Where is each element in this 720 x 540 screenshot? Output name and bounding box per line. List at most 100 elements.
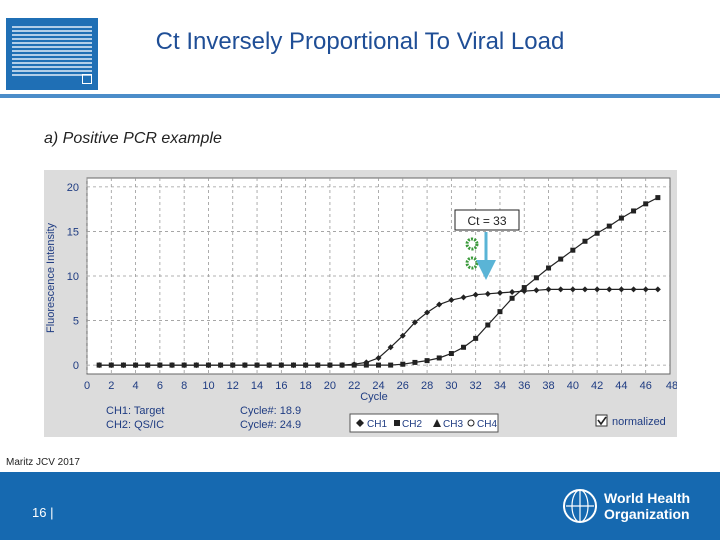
ct-annotation-box bbox=[454, 209, 520, 231]
data-point-ch2 bbox=[436, 355, 442, 361]
data-point-ch2 bbox=[254, 362, 260, 368]
legend-label-ch1: CH1 bbox=[367, 419, 387, 430]
data-point-ch1 bbox=[399, 332, 406, 339]
data-point-ch1 bbox=[642, 286, 649, 293]
data-point-ch2 bbox=[193, 362, 199, 368]
x-tick-label: 48 bbox=[666, 380, 677, 392]
data-point-ch1 bbox=[411, 319, 418, 326]
data-point-ch2 bbox=[120, 362, 126, 368]
header-divider bbox=[0, 94, 720, 98]
x-tick-label: 28 bbox=[421, 380, 433, 392]
who-logo-line1: World Health bbox=[604, 490, 691, 506]
data-point-ch1 bbox=[569, 286, 576, 293]
data-point-ch2 bbox=[424, 358, 430, 364]
legend-label-ch4: CH4 bbox=[477, 419, 497, 430]
data-point-ch2 bbox=[339, 362, 345, 368]
data-point-ch2 bbox=[363, 362, 369, 368]
data-point-ch1 bbox=[448, 297, 455, 304]
data-point-ch1 bbox=[654, 286, 661, 293]
x-tick-label: 14 bbox=[251, 380, 263, 392]
x-tick-label: 10 bbox=[202, 380, 214, 392]
y-tick-label: 10 bbox=[67, 271, 79, 283]
data-point-ch2 bbox=[448, 351, 454, 357]
footer-bar bbox=[0, 472, 720, 540]
x-tick-label: 34 bbox=[494, 380, 506, 392]
legend: CH1 CH2 CH3 CH4 bbox=[349, 413, 499, 433]
legend-marker-ch1 bbox=[356, 419, 364, 427]
x-tick-label: 12 bbox=[227, 380, 239, 392]
who-logo-text: World Health Organization bbox=[604, 490, 690, 522]
arrow-icon bbox=[476, 260, 496, 280]
y-tick-label: 5 bbox=[73, 316, 79, 328]
data-point-ch2 bbox=[388, 362, 394, 368]
data-point-ch2 bbox=[96, 362, 102, 368]
x-tick-label: 38 bbox=[542, 380, 554, 392]
data-point-ch2 bbox=[230, 362, 236, 368]
y-tick-label: 20 bbox=[67, 182, 79, 194]
info-label-ch1: CH1: Target bbox=[106, 405, 165, 417]
data-point-ch2 bbox=[278, 362, 284, 368]
data-point-ch2 bbox=[546, 265, 552, 271]
pcr-chart: 0 2 4 6 8 10 12 14 16 18 20 22 24 26 28 30 32 34 36 38 40 42 4… bbox=[45, 177, 678, 433]
gear-icon bbox=[465, 237, 479, 251]
data-point-ch1 bbox=[545, 286, 552, 293]
gear-icon bbox=[465, 256, 479, 270]
x-tick-label: 44 bbox=[615, 380, 627, 392]
data-point-ch1 bbox=[509, 289, 516, 296]
who-logo-line2: Organization bbox=[604, 506, 690, 522]
ct-annotation-label: Ct = 33 bbox=[467, 214, 506, 228]
data-point-ch2 bbox=[303, 362, 309, 368]
data-point-ch2 bbox=[521, 285, 527, 291]
legend-marker-ch3 bbox=[433, 419, 441, 427]
data-point-ch2 bbox=[497, 309, 503, 315]
y-tick-label: 15 bbox=[67, 226, 79, 238]
data-point-ch2 bbox=[205, 362, 211, 368]
info-value-ch2: Cycle#: 24.9 bbox=[240, 419, 301, 431]
x-tick-label: 8 bbox=[181, 380, 187, 392]
data-point-ch1 bbox=[387, 344, 394, 351]
pcr-chart-panel: 0 2 4 6 8 10 12 14 16 18 20 22 24 26 28 30 32 34 36 38 40 42 4… bbox=[44, 170, 678, 437]
data-point-ch2 bbox=[315, 362, 321, 368]
data-point-ch1 bbox=[594, 286, 601, 293]
data-point-ch2 bbox=[351, 362, 357, 368]
x-tick-label: 32 bbox=[470, 380, 482, 392]
data-point-ch2 bbox=[242, 362, 248, 368]
normalized-checkbox[interactable] bbox=[595, 414, 608, 427]
legend-label-ch3: CH3 bbox=[443, 419, 463, 430]
series-lines bbox=[96, 195, 661, 369]
normalized-label: normalized bbox=[612, 416, 666, 428]
data-point-ch1 bbox=[424, 309, 431, 316]
data-point-ch2 bbox=[643, 201, 649, 207]
data-point-ch2 bbox=[400, 361, 406, 367]
x-tick-label: 22 bbox=[348, 380, 360, 392]
citation: Maritz JCV 2017 bbox=[6, 457, 80, 468]
x-tick-label: 42 bbox=[591, 380, 603, 392]
data-point-ch1 bbox=[557, 286, 564, 293]
data-point-ch2 bbox=[266, 362, 272, 368]
slide-title: Ct Inversely Proportional To Viral Load bbox=[155, 28, 565, 55]
data-point-ch2 bbox=[570, 247, 576, 253]
data-point-ch1 bbox=[484, 290, 491, 297]
data-point-ch2 bbox=[157, 362, 163, 368]
lock-icon bbox=[82, 74, 92, 84]
data-point-ch2 bbox=[631, 208, 637, 214]
data-point-ch2 bbox=[509, 295, 515, 301]
data-point-ch2 bbox=[485, 322, 491, 328]
data-point-ch2 bbox=[582, 238, 588, 244]
data-point-ch1 bbox=[436, 301, 443, 308]
data-point-ch2 bbox=[108, 362, 114, 368]
legend-marker-ch4 bbox=[467, 419, 475, 427]
x-tick-label: 0 bbox=[84, 380, 90, 392]
data-point-ch1 bbox=[618, 286, 625, 293]
data-point-ch1 bbox=[533, 287, 540, 294]
legend-box bbox=[349, 413, 499, 433]
data-point-ch1 bbox=[375, 354, 382, 361]
data-point-ch2 bbox=[169, 362, 175, 368]
info-label-ch2: CH2: QS/IC bbox=[106, 419, 164, 431]
data-point-ch2 bbox=[558, 256, 564, 262]
x-tick-label: 26 bbox=[397, 380, 409, 392]
x-tick-label: 6 bbox=[157, 380, 163, 392]
data-point-ch1 bbox=[581, 286, 588, 293]
x-tick-label: 36 bbox=[518, 380, 530, 392]
journal-cover-logo bbox=[6, 18, 98, 90]
